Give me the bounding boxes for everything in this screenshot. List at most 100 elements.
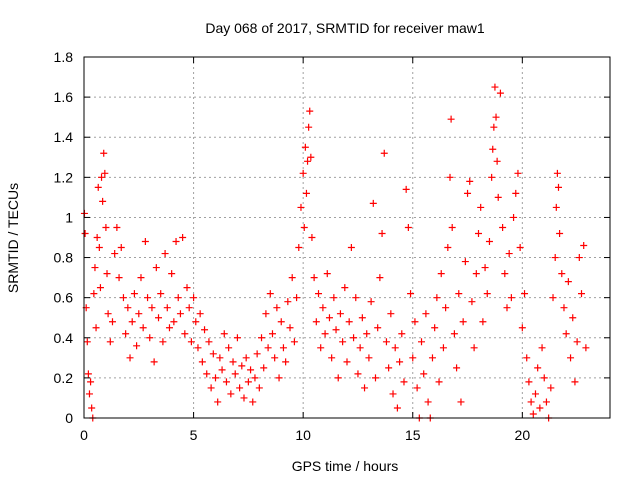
- data-point: [564, 278, 572, 286]
- data-point: [91, 264, 99, 272]
- data-point: [307, 153, 315, 161]
- data-point: [479, 318, 487, 326]
- data-point: [203, 370, 211, 378]
- data-point: [209, 350, 217, 358]
- data-point: [106, 338, 114, 346]
- data-point: [103, 270, 111, 278]
- data-point: [163, 304, 171, 312]
- data-point: [159, 338, 167, 346]
- data-point: [387, 310, 395, 318]
- y-tick-label: 1: [65, 209, 73, 225]
- data-point: [152, 264, 160, 272]
- data-point: [84, 370, 92, 378]
- data-point: [317, 344, 325, 352]
- data-point: [400, 378, 408, 386]
- y-tick-label: 0.2: [54, 370, 74, 386]
- data-point: [286, 324, 294, 332]
- data-point: [220, 330, 228, 338]
- data-point: [538, 344, 546, 352]
- data-point: [113, 223, 121, 231]
- data-point: [492, 113, 500, 121]
- data-point: [514, 169, 522, 177]
- data-point: [580, 242, 588, 250]
- data-point: [499, 223, 507, 231]
- data-point: [371, 374, 379, 382]
- y-tick-label: 1.6: [54, 89, 74, 105]
- data-point: [485, 238, 493, 246]
- data-point: [448, 223, 456, 231]
- data-point: [573, 338, 581, 346]
- x-tick-label: 15: [405, 427, 421, 443]
- data-point: [295, 244, 303, 252]
- data-point: [330, 294, 338, 302]
- data-point: [172, 238, 180, 246]
- data-point: [444, 244, 452, 252]
- data-point: [282, 358, 290, 366]
- data-point: [87, 378, 95, 386]
- data-point: [183, 284, 191, 292]
- data-point: [187, 338, 195, 346]
- data-point: [312, 318, 320, 326]
- data-point: [374, 324, 382, 332]
- y-tick-label: 0.4: [54, 330, 74, 346]
- data-point: [433, 294, 441, 302]
- data-point: [567, 354, 575, 362]
- data-point: [521, 290, 529, 298]
- data-point: [141, 238, 149, 246]
- data-point: [135, 310, 143, 318]
- data-point: [108, 318, 116, 326]
- data-point: [325, 314, 333, 322]
- data-point: [380, 149, 388, 157]
- data-point: [455, 290, 463, 298]
- data-point: [133, 342, 141, 350]
- data-point: [146, 334, 154, 342]
- data-point: [308, 234, 316, 241]
- data-point: [549, 294, 557, 302]
- data-point: [341, 284, 349, 292]
- data-point: [369, 199, 377, 207]
- data-point: [148, 304, 156, 312]
- data-point: [236, 384, 244, 392]
- data-point: [98, 173, 106, 181]
- data-point: [238, 362, 246, 370]
- data-point: [503, 304, 511, 312]
- data-point: [229, 358, 237, 366]
- data-point: [404, 223, 412, 231]
- data-point: [128, 318, 136, 326]
- data-point: [198, 358, 206, 366]
- data-point: [560, 304, 568, 312]
- data-point: [553, 169, 561, 177]
- data-point: [150, 358, 158, 366]
- data-point: [176, 310, 184, 318]
- data-point: [94, 183, 102, 191]
- data-point: [411, 318, 419, 326]
- data-point: [284, 298, 292, 306]
- data-point: [358, 314, 366, 322]
- data-point: [356, 344, 364, 352]
- data-point: [389, 390, 397, 398]
- y-tick-label: 1.4: [54, 129, 74, 145]
- data-point: [83, 338, 91, 346]
- data-point: [578, 290, 586, 298]
- data-point: [496, 89, 504, 97]
- data-point: [290, 338, 298, 346]
- data-point: [247, 366, 255, 374]
- data-point: [95, 244, 103, 252]
- data-point: [300, 223, 308, 231]
- data-point: [343, 358, 351, 366]
- data-point: [297, 203, 305, 211]
- data-point: [552, 203, 560, 211]
- data-point: [334, 374, 342, 382]
- data-point: [396, 358, 404, 366]
- data-point: [507, 294, 515, 302]
- data-point: [558, 270, 566, 278]
- data-point: [233, 334, 241, 342]
- data-point: [518, 324, 526, 332]
- data-point: [459, 318, 467, 326]
- data-point: [477, 203, 485, 211]
- data-point: [367, 298, 375, 306]
- data-point: [505, 250, 513, 258]
- data-point: [527, 398, 535, 406]
- data-point: [101, 169, 109, 177]
- data-point: [391, 344, 399, 352]
